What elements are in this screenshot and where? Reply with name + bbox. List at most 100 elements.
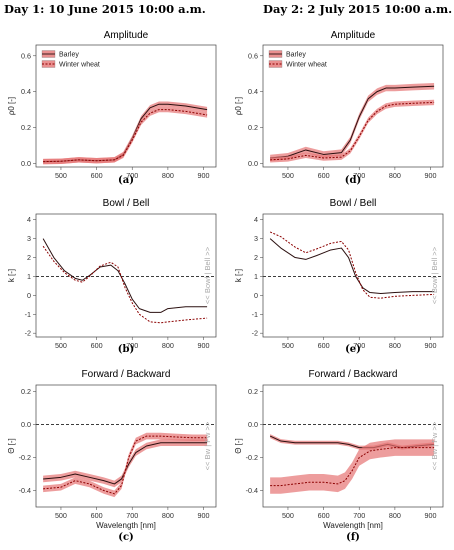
plot-area [269, 231, 435, 299]
y-tick-label: 0.2 [21, 123, 31, 132]
y-tick-label: 2 [254, 253, 258, 262]
series-line-barley [269, 238, 435, 294]
x-tick-label: 900 [425, 511, 437, 520]
plot-area [269, 434, 435, 494]
y-tick-label: -0.4 [19, 486, 31, 495]
series-line-winter-wheat [42, 245, 208, 324]
x-tick-label: 500 [55, 171, 67, 180]
panels-group: Amplitude 0.0 0.2 0.4 0.6 500 600 700 800 900 ρ0 [… [7, 30, 444, 543]
y-tick-label: -2 [25, 329, 31, 338]
x-tick-label: 900 [198, 171, 210, 180]
y-tick-label: 3 [27, 234, 31, 243]
series-line-winter-wheat [270, 447, 435, 487]
x-axis-label: Wavelength [nm] [323, 521, 383, 530]
y-tick-label: 0.0 [248, 159, 258, 168]
series-line-winter-wheat [270, 101, 435, 161]
x-tick-label: 800 [162, 511, 174, 520]
chart-title: Amplitude [104, 30, 149, 41]
direction-side-label: << Bowl | Bell >> [203, 246, 212, 304]
direction-side-label: << Bowl | Bell >> [430, 246, 439, 304]
series-band-barley [270, 83, 435, 162]
x-tick-label: 600 [318, 171, 330, 180]
x-tick-label: 900 [425, 341, 437, 350]
series-line-barley [270, 85, 435, 159]
y-tick-label: 4 [27, 215, 31, 224]
header-day1: Day 1: 10 June 2015 10:00 a.m. [4, 2, 206, 16]
legend-label: Barley [286, 52, 306, 59]
x-tick-label: 500 [55, 341, 67, 350]
y-tick-label: -1 [252, 310, 258, 319]
x-tick-label: 600 [318, 341, 330, 350]
y-axis-label: Θ [-] [234, 438, 243, 454]
plot-frame [35, 44, 217, 168]
x-tick-label: 700 [126, 341, 138, 350]
y-tick-label: -0.4 [246, 486, 258, 495]
y-tick-label: 1 [27, 272, 31, 281]
x-tick-label: 700 [353, 341, 365, 350]
chart-title: Bowl / Bell [103, 198, 150, 209]
series-line-barley [42, 238, 208, 313]
x-tick-label: 500 [282, 171, 294, 180]
x-tick-label: 800 [389, 171, 401, 180]
y-axis-label: k [-] [234, 269, 243, 282]
x-tick-label: 700 [353, 511, 365, 520]
y-tick-label: 0.6 [21, 51, 31, 60]
panel-letter: (c) [118, 532, 134, 543]
plot-frame [262, 44, 444, 168]
y-tick-label: 0.2 [248, 123, 258, 132]
panel-letter: (b) [118, 344, 134, 355]
y-tick-label: 0.2 [248, 387, 258, 396]
chart-title: Forward / Backward [309, 369, 398, 380]
series-band-winter-wheat [43, 106, 208, 165]
y-tick-label: 0.4 [248, 87, 258, 96]
legend-label: Winter wheat [59, 62, 100, 69]
panel-letter: (a) [118, 175, 134, 186]
x-tick-label: 700 [126, 511, 138, 520]
plot-frame [35, 213, 217, 338]
series-band-winter-wheat [270, 99, 435, 163]
y-tick-label: 0.0 [21, 159, 31, 168]
y-tick-label: 0.2 [21, 387, 31, 396]
series-band-barley [43, 439, 208, 488]
plot-area [43, 101, 208, 165]
x-tick-label: 600 [91, 341, 103, 350]
y-tick-label: 0.6 [248, 51, 258, 60]
y-tick-label: -0.2 [246, 453, 258, 462]
y-tick-label: 4 [254, 215, 258, 224]
y-tick-label: 0.0 [248, 420, 258, 429]
y-tick-label: -0.2 [19, 453, 31, 462]
x-tick-label: 600 [91, 171, 103, 180]
plot-area [43, 432, 208, 498]
y-tick-label: 1 [254, 272, 258, 281]
x-axis-label: Wavelength [nm] [96, 521, 156, 530]
series-line-winter-wheat [269, 231, 435, 299]
y-tick-label: 0 [254, 291, 258, 300]
y-tick-label: 0.0 [21, 420, 31, 429]
chart-title: Amplitude [331, 30, 376, 41]
chart-title: Bowl / Bell [330, 198, 377, 209]
y-tick-label: 0 [27, 291, 31, 300]
series-band-winter-wheat [270, 439, 435, 494]
plot-frame [262, 384, 444, 508]
y-tick-label: -1 [25, 310, 31, 319]
y-tick-label: 2 [27, 253, 31, 262]
x-tick-label: 700 [126, 171, 138, 180]
x-tick-label: 800 [389, 511, 401, 520]
plot-area [42, 238, 208, 324]
plot-area [270, 83, 435, 163]
x-tick-label: 500 [282, 511, 294, 520]
y-tick-label: 0.4 [21, 87, 31, 96]
series-line-winter-wheat [43, 109, 208, 163]
x-tick-label: 700 [353, 171, 365, 180]
y-tick-label: -2 [252, 329, 258, 338]
legend-label: Winter wheat [286, 62, 327, 69]
chart-panel-a: Amplitude 0.0 0.2 0.4 0.6 500 600 700 800 900 ρ0 [… [7, 30, 217, 186]
direction-side-label: << Bw | Fw >> [203, 421, 212, 470]
x-tick-label: 800 [389, 341, 401, 350]
y-axis-label: ρ0 [-] [234, 97, 243, 115]
x-tick-label: 500 [282, 341, 294, 350]
x-tick-label: 600 [91, 511, 103, 520]
panel-letter: (d) [345, 175, 361, 186]
y-axis-label: Θ [-] [7, 438, 16, 454]
